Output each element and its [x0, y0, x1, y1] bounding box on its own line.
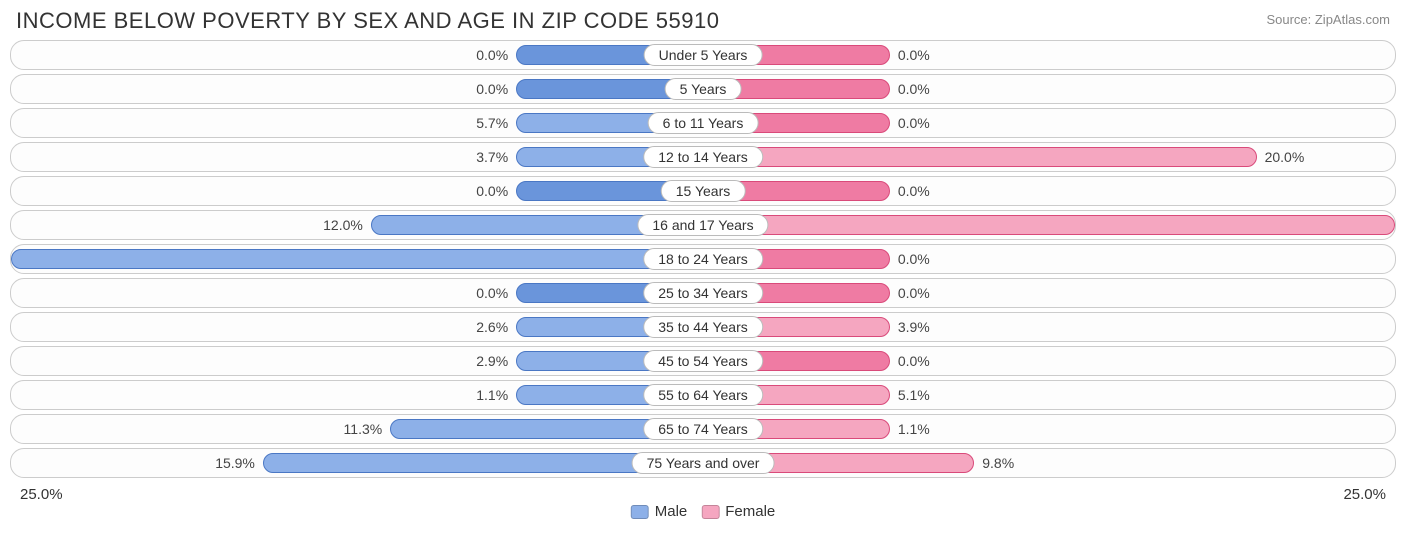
male-value-label: 2.9% — [476, 347, 508, 375]
female-value-label: 0.0% — [898, 41, 930, 69]
male-value-label: 3.7% — [476, 143, 508, 171]
legend-male-label: Male — [655, 503, 688, 520]
category-label: 55 to 64 Years — [643, 384, 763, 406]
female-value-label: 9.8% — [982, 449, 1014, 477]
female-value-label: 0.0% — [898, 245, 930, 273]
category-label: 18 to 24 Years — [643, 248, 763, 270]
category-label: 5 Years — [665, 78, 742, 100]
chart-row: 0.0% 0.0% 5 Years — [10, 74, 1396, 104]
category-label: 45 to 54 Years — [643, 350, 763, 372]
chart-row: 1.1% 5.1% 55 to 64 Years — [10, 380, 1396, 410]
category-label: Under 5 Years — [644, 44, 763, 66]
male-value-label: 12.0% — [323, 211, 363, 239]
female-value-label: 20.0% — [1265, 143, 1305, 171]
female-swatch-icon — [701, 505, 719, 519]
poverty-chart: INCOME BELOW POVERTY BY SEX AND AGE IN Z… — [0, 0, 1406, 514]
chart-row: 0.0% 0.0% 15 Years — [10, 176, 1396, 206]
male-value-label: 2.6% — [476, 313, 508, 341]
legend-male: Male — [631, 503, 688, 520]
chart-row: 15.9% 9.8% 75 Years and over — [10, 448, 1396, 478]
category-label: 12 to 14 Years — [643, 146, 763, 168]
legend-female: Female — [701, 503, 775, 520]
male-value-label: 0.0% — [476, 177, 508, 205]
male-value-label: 11.3% — [344, 415, 383, 443]
female-value-label: 0.0% — [898, 109, 930, 137]
category-label: 35 to 44 Years — [643, 316, 763, 338]
chart-source: Source: ZipAtlas.com — [1266, 8, 1390, 27]
female-value-label: 0.0% — [898, 177, 930, 205]
male-value-label: 1.1% — [476, 381, 508, 409]
male-swatch-icon — [631, 505, 649, 519]
chart-footer: 25.0% 25.0% Male Female — [10, 482, 1396, 508]
female-value-label: 0.0% — [898, 75, 930, 103]
legend: Male Female — [631, 503, 776, 520]
category-label: 65 to 74 Years — [643, 418, 763, 440]
chart-row: 25.0%0.0%18 to 24 Years — [10, 244, 1396, 274]
male-bar — [11, 249, 703, 269]
chart-row: 5.7% 0.0% 6 to 11 Years — [10, 108, 1396, 138]
female-value-label: 5.1% — [898, 381, 930, 409]
chart-title: INCOME BELOW POVERTY BY SEX AND AGE IN Z… — [16, 8, 719, 34]
chart-row: 3.7% 20.0% 12 to 14 Years — [10, 142, 1396, 172]
category-label: 16 and 17 Years — [637, 214, 768, 236]
chart-row: 2.6% 3.9% 35 to 44 Years — [10, 312, 1396, 342]
male-value-label: 15.9% — [215, 449, 255, 477]
category-label: 15 Years — [661, 180, 746, 202]
male-value-label: 0.0% — [476, 279, 508, 307]
male-value-label: 0.0% — [476, 41, 508, 69]
legend-female-label: Female — [725, 503, 775, 520]
category-label: 6 to 11 Years — [648, 112, 759, 134]
female-value-label: 3.9% — [898, 313, 930, 341]
chart-rows: 0.0% 0.0% Under 5 Years 0.0% 0.0% 5 Years 5.7%… — [10, 40, 1396, 478]
chart-header: INCOME BELOW POVERTY BY SEX AND AGE IN Z… — [10, 8, 1396, 40]
axis-left-max: 25.0% — [20, 486, 63, 503]
female-bar — [703, 147, 1257, 167]
female-value-label: 0.0% — [898, 347, 930, 375]
chart-row: 11.3% 1.1% 65 to 74 Years — [10, 414, 1396, 444]
category-label: 25 to 34 Years — [643, 282, 763, 304]
chart-row: 2.9% 0.0% 45 to 54 Years — [10, 346, 1396, 376]
chart-row: 0.0% 0.0% Under 5 Years — [10, 40, 1396, 70]
female-bar — [703, 215, 1395, 235]
category-label: 75 Years and over — [632, 452, 775, 474]
male-value-label: 5.7% — [476, 109, 508, 137]
chart-row: 12.0%25.0%16 and 17 Years — [10, 210, 1396, 240]
male-value-label: 0.0% — [476, 75, 508, 103]
axis-right-max: 25.0% — [1343, 486, 1386, 503]
female-value-label: 1.1% — [898, 415, 930, 443]
female-value-label: 0.0% — [898, 279, 930, 307]
chart-row: 0.0% 0.0% 25 to 34 Years — [10, 278, 1396, 308]
